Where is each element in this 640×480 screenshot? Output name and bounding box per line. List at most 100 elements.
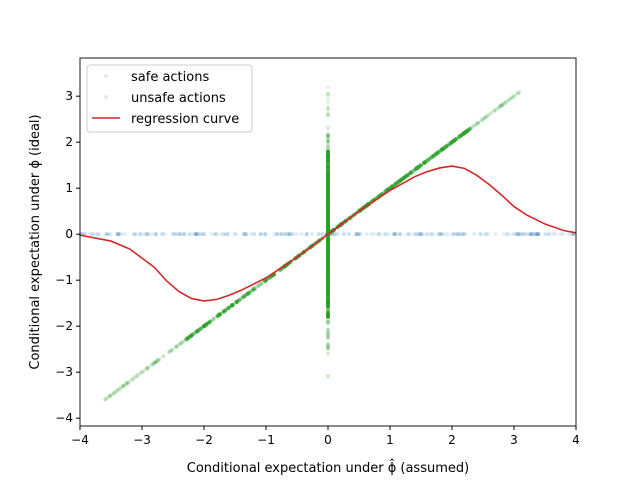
safe-action-point (326, 344, 330, 349)
safe-action-point (118, 386, 123, 391)
safe-action-point (483, 115, 488, 120)
safe-action-point (194, 329, 199, 334)
unsafe-action-point (553, 232, 558, 237)
unsafe-action-point (210, 232, 215, 237)
unsafe-action-point (317, 232, 322, 237)
unsafe-action-point (537, 232, 542, 237)
safe-action-point (510, 95, 515, 100)
safe-action-point (139, 370, 144, 375)
unsafe-action-point (178, 232, 183, 237)
y-tick-label: 0 (65, 227, 73, 241)
safe-action-point (326, 352, 330, 357)
safe-action-point (497, 104, 502, 109)
unsafe-action-point (453, 232, 458, 237)
unsafe-action-point (320, 232, 325, 237)
unsafe-action-point (437, 232, 442, 237)
safe-action-point (326, 170, 330, 175)
safe-action-point (326, 131, 330, 136)
safe-action-point (422, 160, 427, 165)
unsafe-action-point (393, 232, 398, 237)
safe-action-point (326, 332, 330, 337)
unsafe-action-point (529, 232, 534, 237)
safe-action-point (107, 394, 112, 399)
unsafe-action-point (305, 232, 310, 237)
safe-action-point (245, 291, 250, 296)
safe-action-point (479, 117, 484, 122)
x-tick-label: −4 (71, 433, 89, 447)
safe-action-point (517, 90, 522, 95)
x-tick-label: 2 (448, 433, 456, 447)
safe-action-point (481, 116, 486, 121)
safe-action-point (326, 139, 330, 144)
safe-action-point (326, 343, 330, 348)
safe-action-point (326, 332, 330, 337)
unsafe-action-point (272, 232, 277, 237)
unsafe-action-point (193, 232, 198, 237)
unsafe-action-point (132, 232, 137, 237)
safe-action-point (326, 350, 330, 355)
unsafe-action-point (419, 232, 424, 237)
unsafe-action-point (171, 232, 176, 237)
safe-action-point (326, 144, 330, 149)
safe-action-point (103, 397, 108, 402)
safe-action-point (146, 365, 151, 370)
unsafe-action-point (304, 232, 309, 237)
unsafe-action-point (336, 232, 341, 237)
x-axis-label: Conditional expectation under ϕ̂ (assume… (187, 459, 469, 476)
safe-action-point (326, 240, 330, 245)
safe-action-point (326, 111, 330, 116)
unsafe-action-point (515, 232, 520, 237)
safe-action-point (326, 164, 330, 169)
unsafe-action-point (142, 232, 147, 237)
safe-action-point (513, 93, 518, 98)
safe-action-point (121, 383, 126, 388)
safe-action-point (169, 348, 174, 353)
unsafe-action-point (478, 232, 483, 237)
safe-action-point (204, 322, 209, 327)
unsafe-action-point (429, 232, 434, 237)
unsafe-action-point (528, 232, 533, 237)
safe-action-point (326, 105, 330, 110)
safe-action-point (499, 103, 504, 108)
unsafe-action-point (561, 232, 566, 237)
y-tick-label: 3 (65, 89, 73, 103)
safe-action-point (114, 389, 119, 394)
safe-action-point (409, 169, 414, 174)
safe-action-point (326, 312, 330, 317)
safe-action-point (326, 92, 330, 97)
safe-action-point (326, 336, 330, 341)
safe-action-point (145, 365, 150, 370)
unsafe-action-point (274, 232, 279, 237)
safe-action-point (237, 297, 242, 302)
unsafe-action-point (570, 232, 575, 237)
safe-action-point (507, 97, 512, 102)
unsafe-action-point (251, 232, 256, 237)
safe-action-point (326, 327, 330, 332)
unsafe-action-point (241, 232, 246, 237)
unsafe-action-point (178, 232, 183, 237)
safe-action-point (326, 252, 330, 257)
safe-action-point (326, 100, 330, 105)
safe-action-point (185, 336, 190, 341)
unsafe-action-point (455, 232, 460, 237)
safe-action-point (326, 319, 330, 324)
safe-action-point (167, 349, 172, 354)
unsafe-action-point (213, 232, 218, 237)
safe-action-point (177, 342, 182, 347)
safe-action-point (496, 105, 501, 110)
safe-action-point (230, 303, 235, 308)
safe-action-point (135, 373, 140, 378)
y-tick-label: 1 (65, 181, 73, 195)
safe-action-point (486, 113, 491, 118)
unsafe-action-point (123, 232, 128, 237)
safe-action-point (152, 360, 157, 365)
safe-action-point (326, 133, 330, 138)
scatter-points (78, 84, 577, 402)
unsafe-action-point (287, 232, 292, 237)
safe-action-point (326, 374, 330, 379)
unsafe-action-point (103, 232, 108, 237)
unsafe-action-point (170, 232, 175, 237)
unsafe-action-point (536, 232, 541, 237)
unsafe-action-point (354, 232, 359, 237)
safe-action-point (326, 327, 330, 332)
